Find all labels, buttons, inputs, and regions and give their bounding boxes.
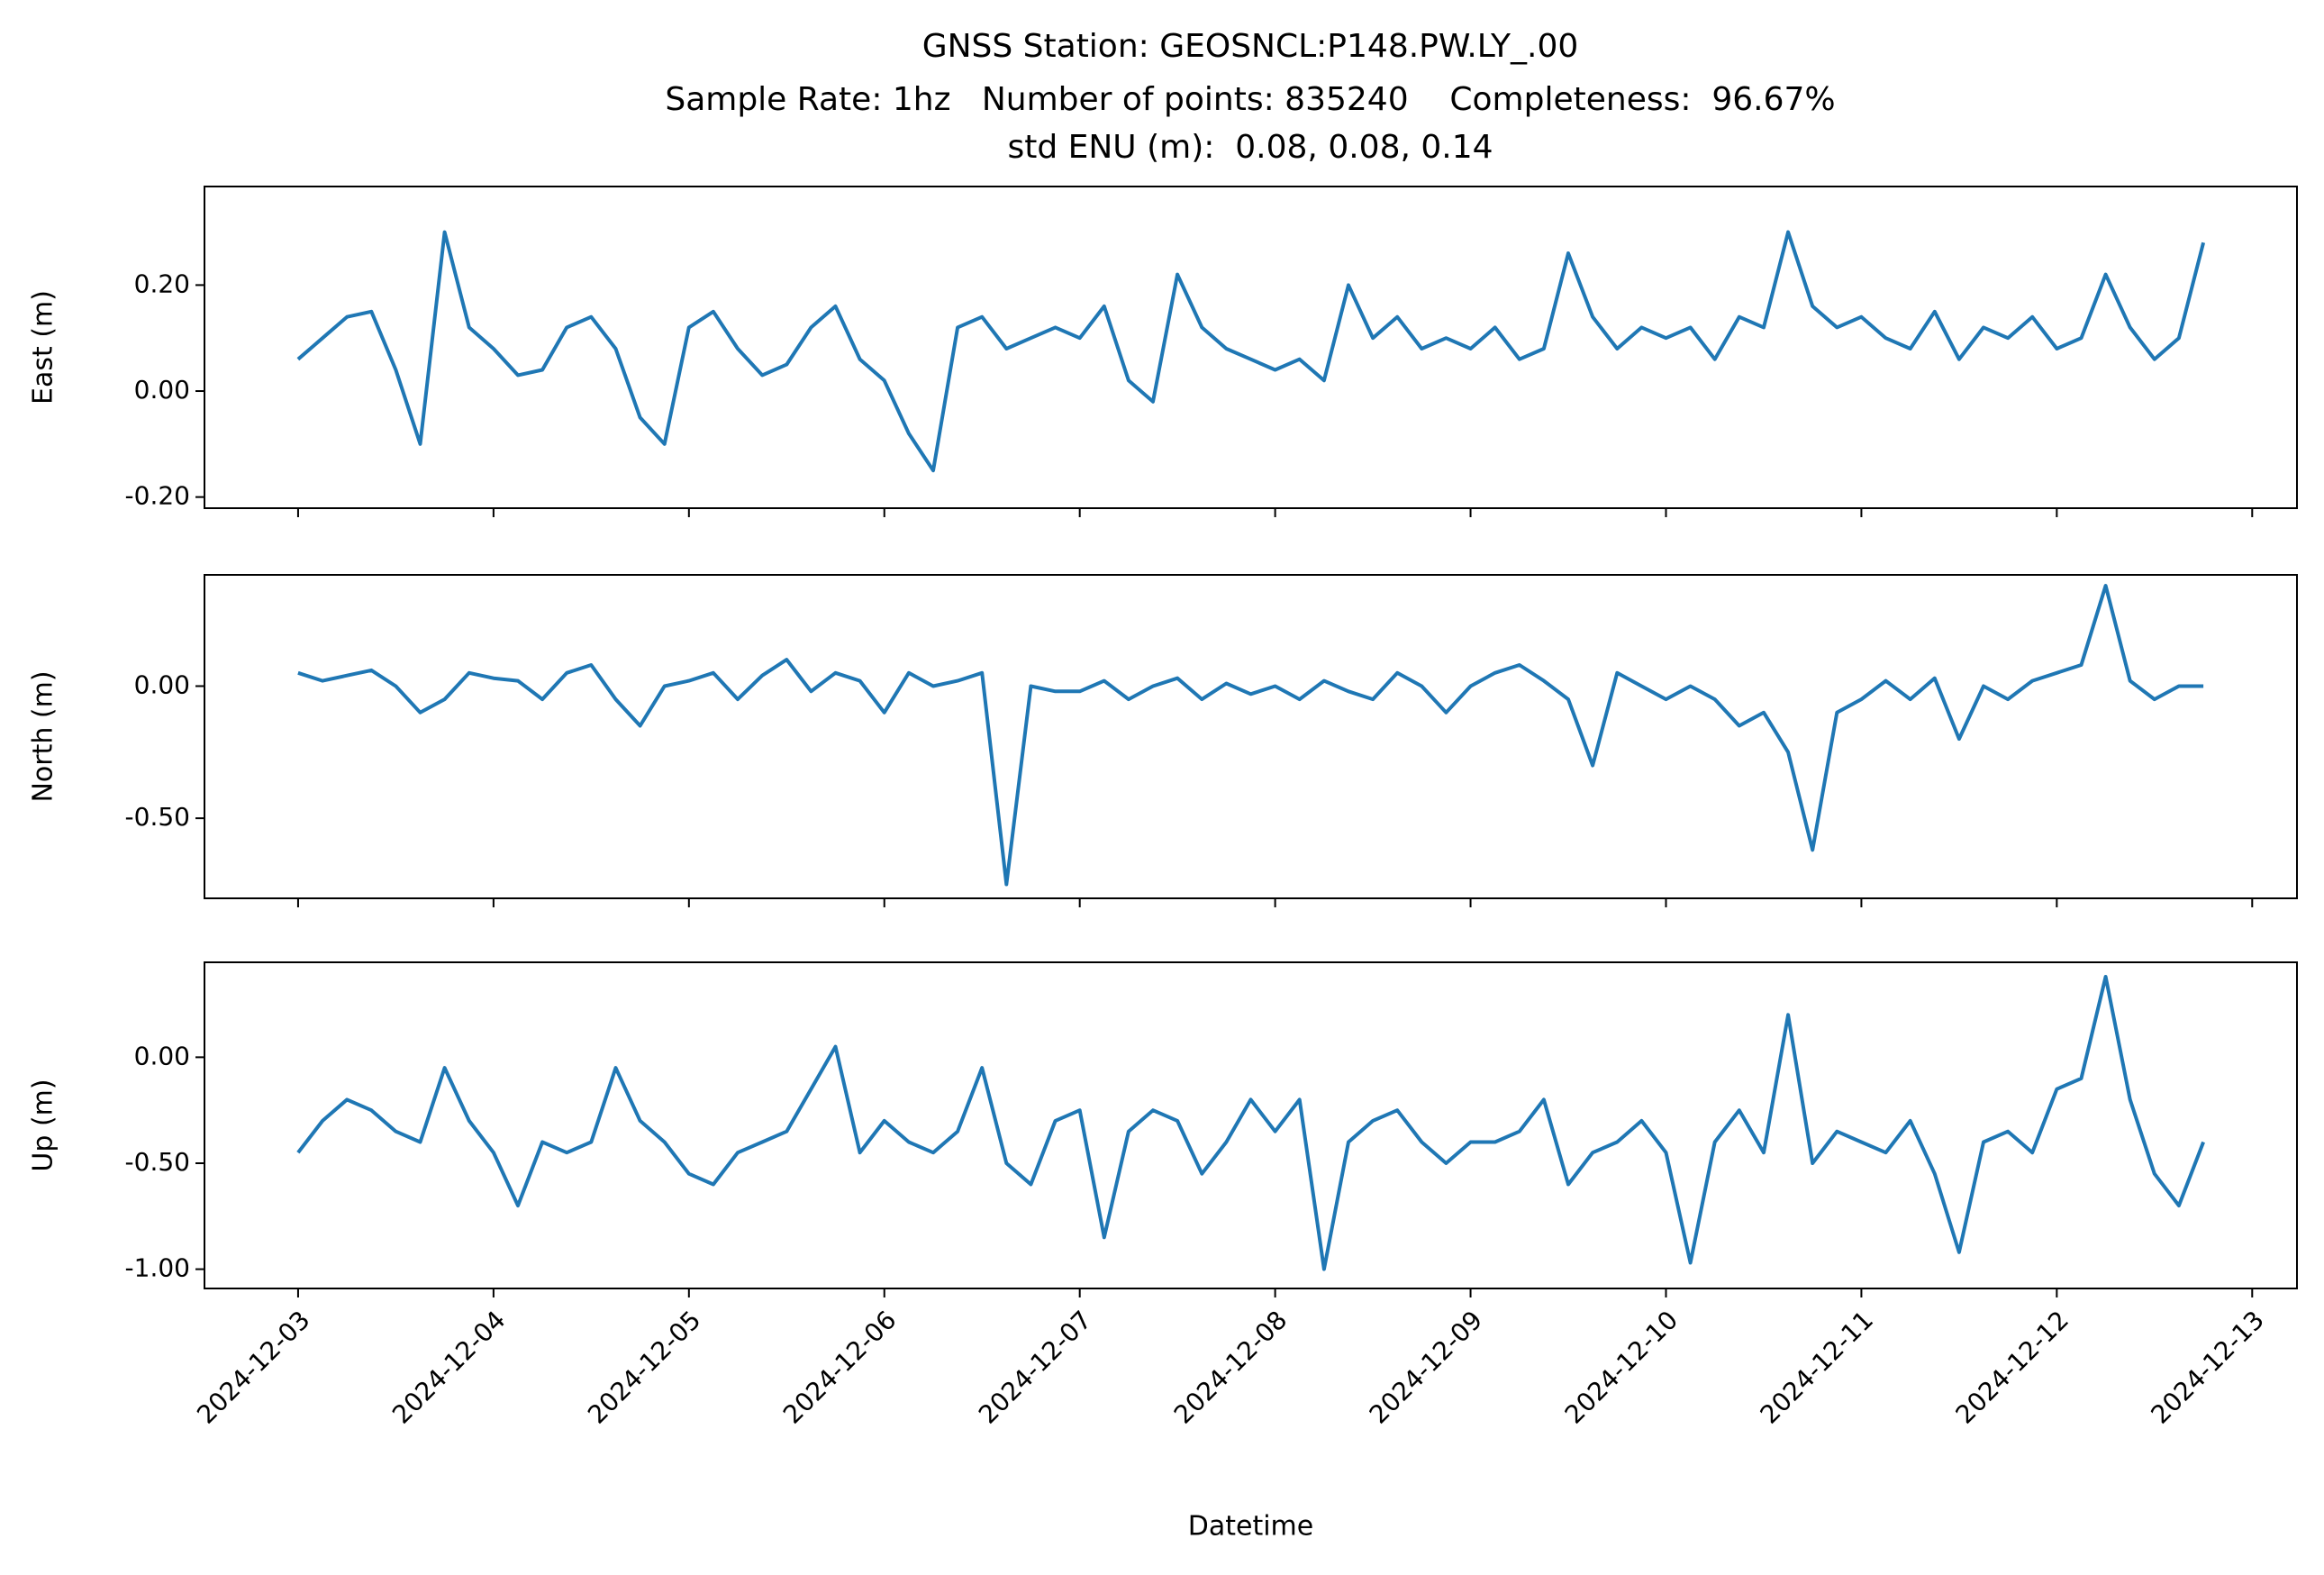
x-tick-label: 2024-12-04 xyxy=(386,1305,511,1429)
x-tick-label-group: 2024-12-09 xyxy=(1364,1305,1488,1429)
x-tick-label: 2024-12-12 xyxy=(1950,1305,2074,1429)
x-axis-label: Datetime xyxy=(1188,1511,1313,1543)
axes-frame xyxy=(204,186,2298,509)
x-tick-label-group: 2024-12-04 xyxy=(386,1305,511,1429)
x-tick-label-group: 2024-12-07 xyxy=(973,1305,1097,1429)
title-line: Sample Rate: 1hz Number of points: 83524… xyxy=(665,81,1835,118)
series-line xyxy=(297,584,2204,887)
y-tick-label: -0.50 xyxy=(125,1147,190,1177)
title-line: GNSS Station: GEOSNCL:P148.PW.LY_.00 xyxy=(922,28,1579,65)
axes-frame xyxy=(204,961,2298,1289)
x-tick-label-group: 2024-12-03 xyxy=(191,1305,315,1429)
x-tick-label-group: 2024-12-08 xyxy=(1168,1305,1293,1429)
y-label-group: East (m) xyxy=(28,290,59,405)
x-tick-label-group: 2024-12-06 xyxy=(777,1305,902,1429)
y-tick-label: 0.20 xyxy=(134,269,190,298)
x-tick-label-group: 2024-12-11 xyxy=(1755,1305,1879,1429)
x-tick-label: 2024-12-09 xyxy=(1364,1305,1488,1429)
y-tick-label: 0.00 xyxy=(134,1041,190,1070)
y-tick-label: -0.20 xyxy=(125,481,190,511)
y-axis-label: North (m) xyxy=(28,670,59,802)
series-line xyxy=(296,975,2205,1271)
y-axis-label: East (m) xyxy=(28,290,59,405)
x-tick-label: 2024-12-07 xyxy=(973,1305,1097,1429)
title-line: std ENU (m): 0.08, 0.08, 0.14 xyxy=(1007,129,1493,166)
x-tick-label: 2024-12-05 xyxy=(582,1305,706,1429)
x-tick-label-group: 2024-12-13 xyxy=(2146,1305,2270,1429)
x-tick-label: 2024-12-11 xyxy=(1755,1305,1879,1429)
y-label-group: North (m) xyxy=(28,670,59,802)
x-tick-label: 2024-12-06 xyxy=(777,1305,902,1429)
y-tick-label: 0.00 xyxy=(134,375,190,405)
x-tick-label-group: 2024-12-05 xyxy=(582,1305,706,1429)
y-axis-label: Up (m) xyxy=(28,1079,59,1171)
x-tick-label-group: 2024-12-12 xyxy=(1950,1305,2074,1429)
x-tick-label: 2024-12-10 xyxy=(1559,1305,1684,1429)
series-line xyxy=(296,230,2206,473)
y-tick-label: 0.00 xyxy=(134,669,190,699)
y-tick-label: -1.00 xyxy=(125,1253,190,1283)
x-tick-label: 2024-12-13 xyxy=(2146,1305,2270,1429)
axes-frame xyxy=(204,574,2298,899)
y-tick-label: -0.50 xyxy=(125,802,190,832)
x-tick-label-group: 2024-12-10 xyxy=(1559,1305,1684,1429)
x-tick-label: 2024-12-08 xyxy=(1168,1305,1293,1429)
x-tick-label: 2024-12-03 xyxy=(191,1305,315,1429)
y-label-group: Up (m) xyxy=(28,1079,59,1171)
